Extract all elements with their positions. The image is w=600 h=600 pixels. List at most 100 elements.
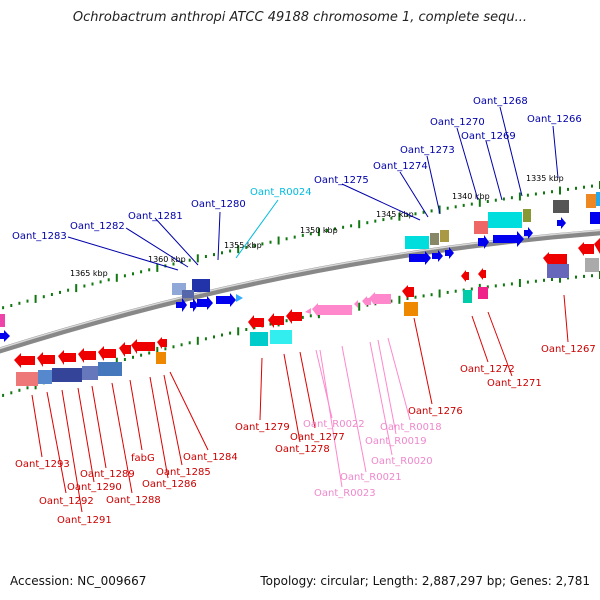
feature-box-1268[interactable] — [523, 209, 531, 222]
gene-label-oant-1284[interactable]: Oant_1284 — [183, 452, 238, 463]
gene-label-oant-1279[interactable]: Oant_1279 — [235, 422, 290, 433]
feature-box-1276[interactable] — [404, 302, 418, 316]
feature-box-1272[interactable] — [463, 290, 472, 303]
gene-arrow-top[interactable] — [493, 231, 524, 247]
gene-arrow-bottom[interactable] — [58, 350, 76, 365]
leader-line-oant-r0018 — [387, 337, 411, 421]
gene-label-oant-1271[interactable]: Oant_1271 — [487, 378, 542, 389]
gene-label-oant-1267[interactable]: Oant_1267 — [541, 344, 596, 355]
gene-arrow-bottom[interactable] — [362, 296, 371, 307]
gene-arrow-bottom[interactable] — [286, 309, 302, 324]
gene-arrow-bottom[interactable] — [98, 346, 116, 361]
gene-arrow-bottom[interactable] — [594, 238, 600, 254]
gene-arrow-top[interactable] — [236, 294, 243, 302]
gene-label-oant-1281[interactable]: Oant_1281 — [128, 211, 183, 222]
feature-box-1271[interactable] — [478, 287, 488, 299]
gene-arrow-top[interactable] — [432, 250, 443, 262]
gene-arrow-top[interactable] — [478, 235, 489, 249]
gene-arrow-bottom[interactable] — [14, 353, 35, 368]
gene-label-oant-1272[interactable]: Oant_1272 — [460, 364, 515, 375]
gene-label-oant-1285[interactable]: Oant_1285 — [156, 467, 211, 478]
feature-box-edge[interactable] — [590, 212, 600, 224]
feature-box-1292[interactable] — [38, 370, 52, 384]
gene-label-oant-r0018[interactable]: Oant_R0018 — [380, 422, 442, 433]
gene-arrow-bottom[interactable] — [543, 252, 567, 266]
gene-label-oant-r0022[interactable]: Oant_R0022 — [303, 419, 365, 430]
gene-arrow-top[interactable] — [445, 247, 454, 259]
feature-box-1289[interactable] — [98, 362, 122, 376]
gene-label-oant-1293[interactable]: Oant_1293 — [15, 459, 70, 470]
gene-label-fabg[interactable]: fabG — [131, 453, 155, 464]
gene-arrow-bottom[interactable] — [248, 315, 264, 330]
gene-label-oant-1282[interactable]: Oant_1282 — [70, 221, 125, 232]
feature-box-left-edge[interactable] — [0, 314, 5, 327]
gene-arrow-bottom[interactable] — [157, 337, 167, 349]
gene-label-oant-r0020[interactable]: Oant_R0020 — [371, 456, 433, 467]
gene-arrow-bottom[interactable] — [402, 285, 414, 299]
scale-tick-top — [59, 290, 61, 294]
gene-label-oant-1290[interactable]: Oant_1290 — [67, 482, 122, 493]
feature-box-1273[interactable] — [440, 230, 449, 242]
gene-arrow-bottom[interactable] — [478, 268, 486, 280]
feature-box-1278[interactable] — [270, 330, 292, 344]
gene-label-oant-1275[interactable]: Oant_1275 — [314, 175, 369, 186]
gene-arrow-bottom[interactable] — [119, 342, 131, 357]
leader-line-oant-1279 — [259, 357, 263, 421]
feature-box-1293[interactable] — [16, 372, 38, 386]
gene-arrow-bottom[interactable] — [369, 292, 391, 306]
feature-box-1267[interactable] — [547, 264, 569, 278]
gene-label-oant-1266[interactable]: Oant_1266 — [527, 114, 582, 125]
gene-arrow-top[interactable] — [557, 217, 566, 229]
feature-box-1290[interactable] — [82, 366, 98, 380]
gene-arrow-top[interactable] — [176, 298, 187, 312]
gene-label-oant-r0019[interactable]: Oant_R0019 — [365, 436, 427, 447]
feature-box-1266[interactable] — [553, 200, 569, 213]
gene-arrow-bottom[interactable] — [354, 300, 358, 308]
gene-arrow-top[interactable] — [216, 293, 236, 307]
gene-arrow-bottom[interactable] — [305, 308, 311, 314]
gene-arrow-top[interactable] — [524, 227, 533, 239]
gene-arrow-bottom[interactable] — [312, 303, 352, 317]
feature-box-1279[interactable] — [250, 332, 268, 346]
feature-box-edge[interactable] — [586, 194, 596, 208]
feature-box-edge[interactable] — [596, 192, 600, 206]
feature-box-1269[interactable] — [488, 212, 522, 228]
gene-arrow-top[interactable] — [190, 298, 198, 312]
gene-label-oant-1274[interactable]: Oant_1274 — [373, 161, 428, 172]
scale-tick-top — [406, 213, 409, 217]
gene-label-oant-1288[interactable]: Oant_1288 — [106, 495, 161, 506]
gene-arrow-bottom[interactable] — [578, 242, 594, 256]
gene-label-oant-1278[interactable]: Oant_1278 — [275, 444, 330, 455]
feature-box-1280[interactable] — [192, 279, 210, 292]
gene-label-oant-1291[interactable]: Oant_1291 — [57, 515, 112, 526]
feature-box-1270[interactable] — [474, 221, 488, 234]
feature-box-1275[interactable] — [405, 236, 429, 249]
gene-arrow-bottom[interactable] — [37, 352, 55, 367]
feature-box-1284[interactable] — [156, 352, 166, 364]
gene-label-oant-1268[interactable]: Oant_1268 — [473, 96, 528, 107]
feature-box-1282[interactable] — [182, 290, 194, 298]
gene-label-oant-r0021[interactable]: Oant_R0021 — [340, 472, 402, 483]
gene-label-oant-1286[interactable]: Oant_1286 — [142, 479, 197, 490]
gene-label-oant-1292[interactable]: Oant_1292 — [39, 496, 94, 507]
feature-box-1291[interactable] — [52, 368, 82, 382]
gene-arrow-top[interactable] — [409, 251, 431, 265]
feature-box-edge[interactable] — [585, 258, 599, 272]
gene-label-oant-1273[interactable]: Oant_1273 — [400, 145, 455, 156]
gene-label-oant-r0024[interactable]: Oant_R0024 — [250, 187, 312, 198]
gene-label-oant-1269[interactable]: Oant_1269 — [461, 131, 516, 142]
feature-box-1274[interactable] — [430, 233, 439, 245]
gene-label-oant-1276[interactable]: Oant_1276 — [408, 406, 463, 417]
gene-arrow-top[interactable] — [0, 330, 10, 342]
gene-label-oant-1289[interactable]: Oant_1289 — [80, 469, 135, 480]
gene-arrow-bottom[interactable] — [461, 270, 469, 282]
gene-arrow-bottom[interactable] — [131, 339, 155, 354]
gene-arrow-bottom[interactable] — [268, 313, 284, 328]
gene-label-oant-1270[interactable]: Oant_1270 — [430, 117, 485, 128]
gene-arrow-bottom[interactable] — [78, 348, 96, 363]
gene-label-oant-1277[interactable]: Oant_1277 — [290, 432, 345, 443]
gene-label-oant-1280[interactable]: Oant_1280 — [191, 199, 246, 210]
gene-label-oant-r0023[interactable]: Oant_R0023 — [314, 488, 376, 499]
gene-label-oant-1283[interactable]: Oant_1283 — [12, 231, 67, 242]
gene-arrow-top[interactable] — [197, 296, 213, 310]
